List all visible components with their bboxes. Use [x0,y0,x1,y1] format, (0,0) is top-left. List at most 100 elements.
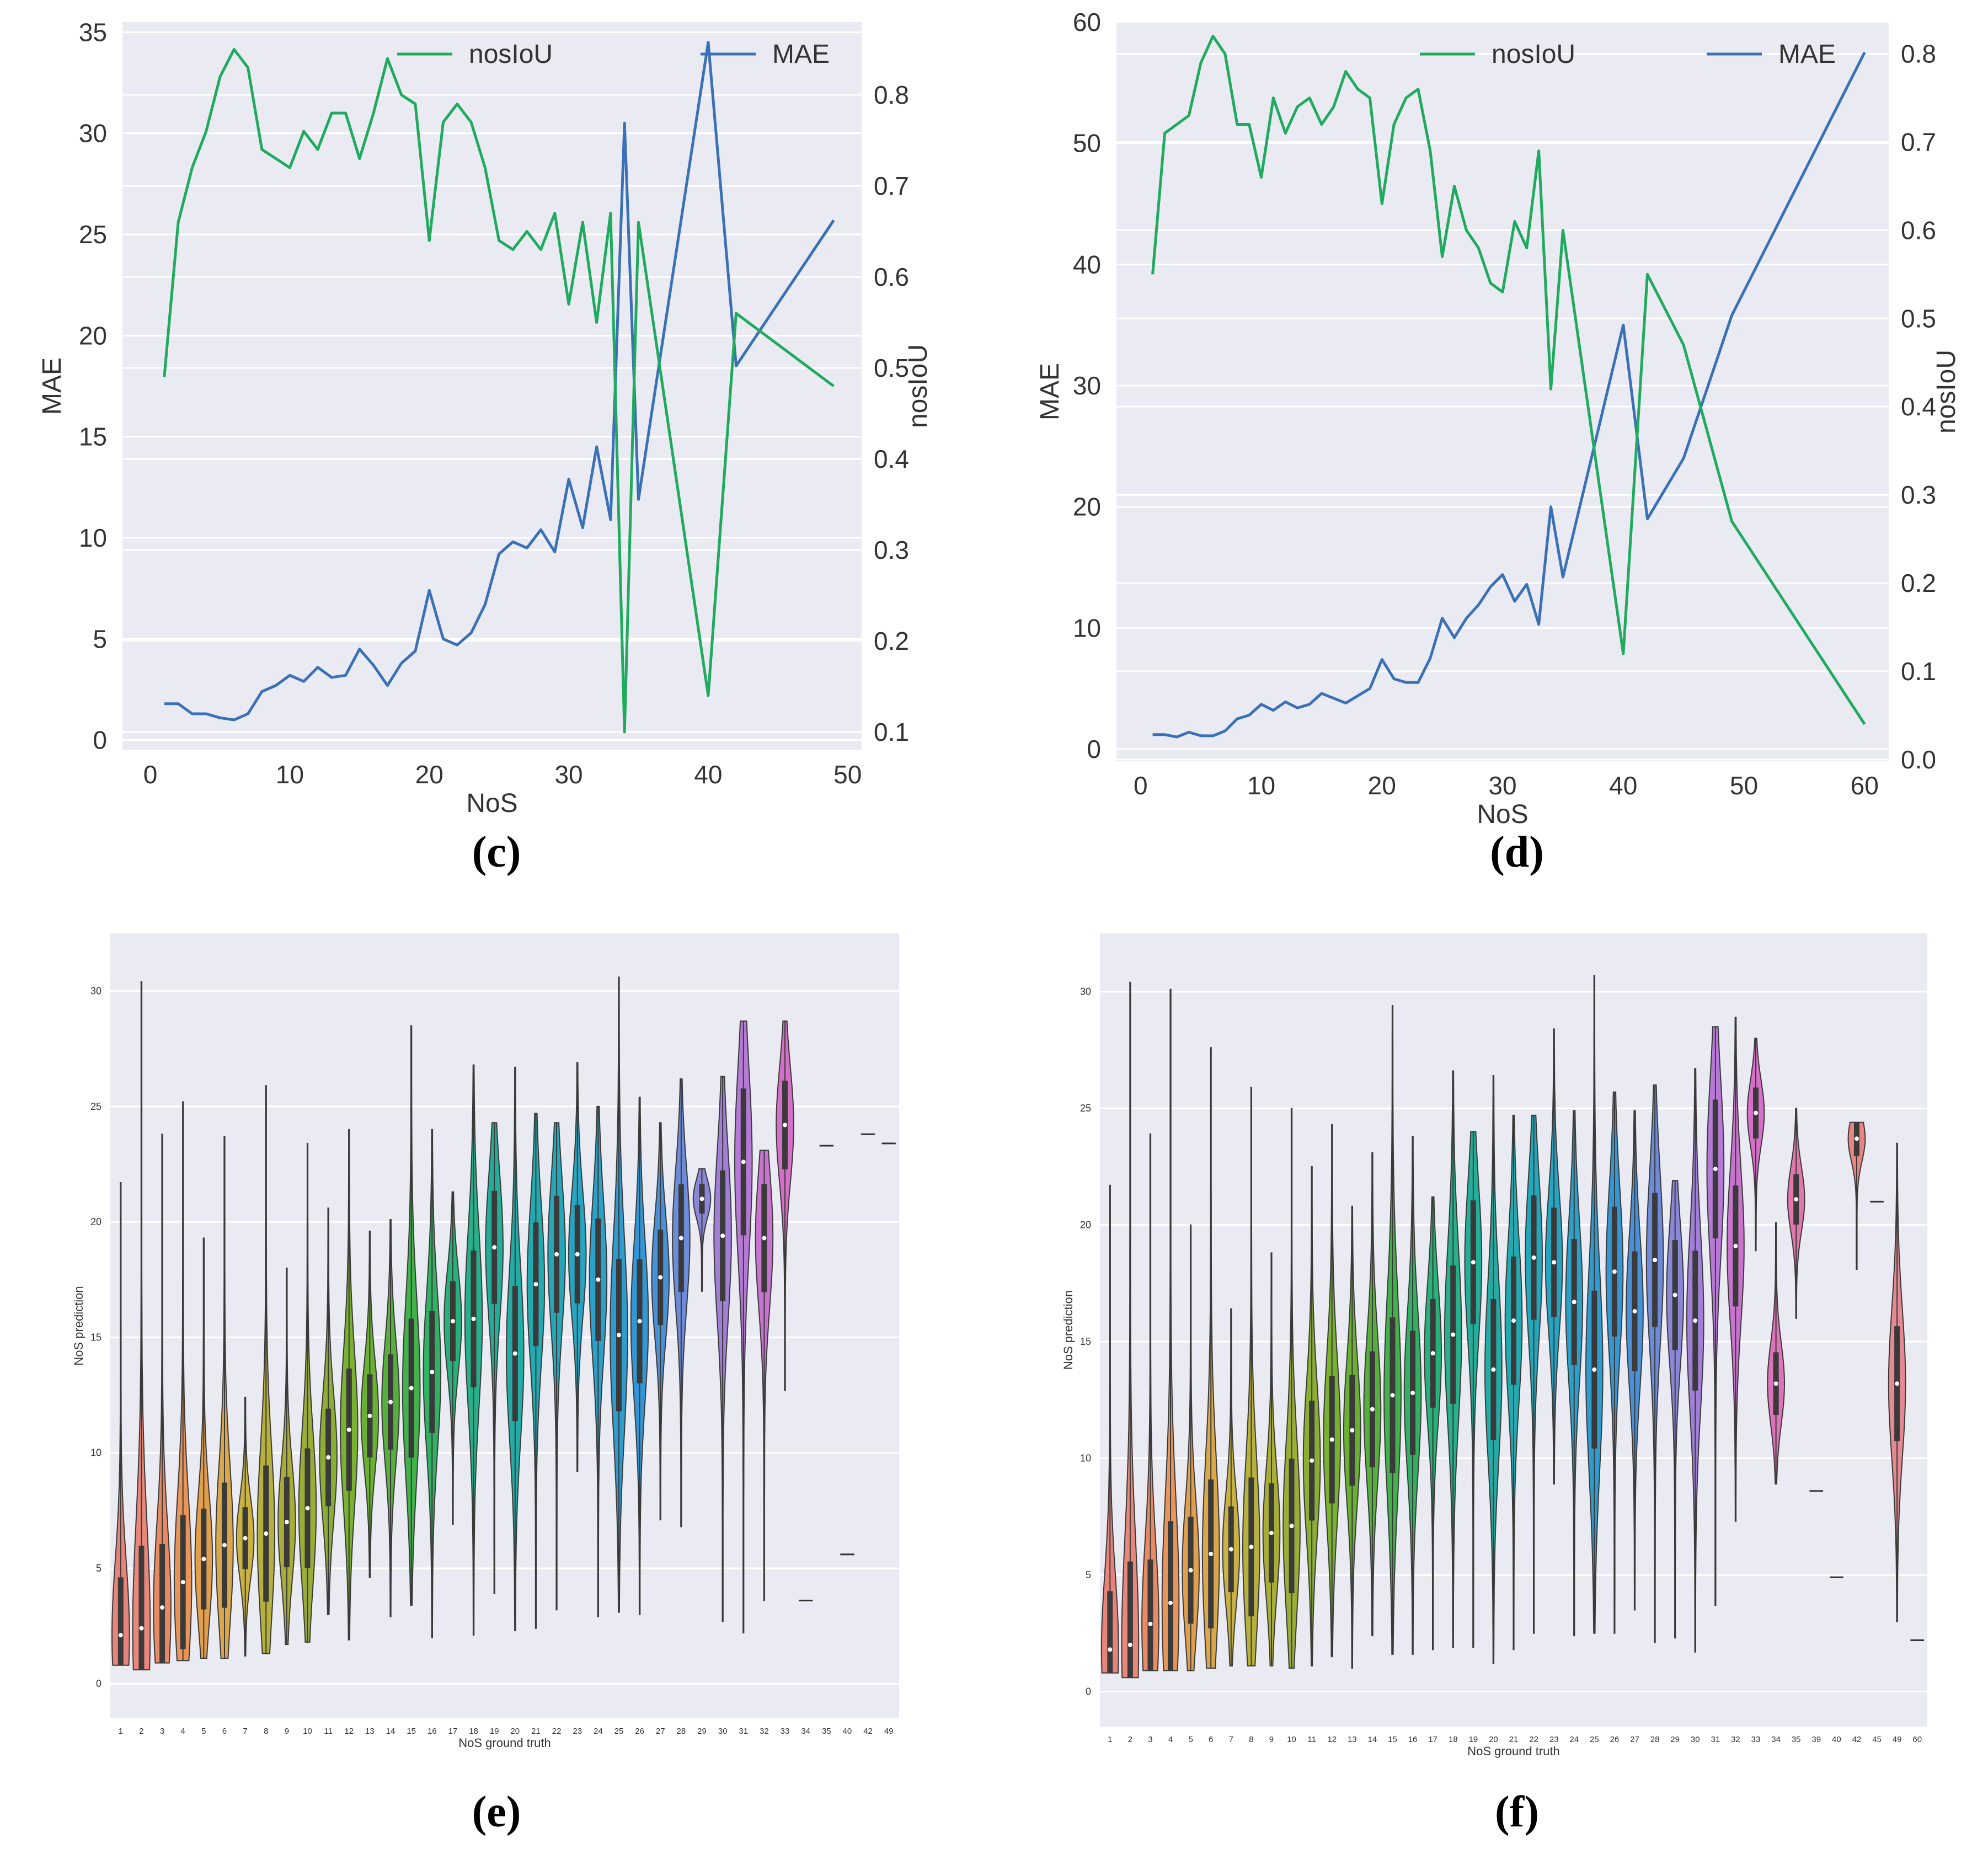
violin-12 [1323,1124,1342,1658]
y-axis-label-right: nosIoU [1932,350,1961,434]
xtick-label: 35 [1792,1735,1801,1744]
violin-16 [1403,1136,1422,1655]
violin-11 [1302,1166,1321,1666]
xtick-label: 16 [1408,1735,1418,1744]
violin-median-29 [1672,1292,1677,1297]
violin-14 [381,1219,400,1617]
xtick-label: 2 [1128,1735,1132,1744]
series-line-mae [164,41,835,722]
xtick-label: 22 [1529,1735,1538,1744]
xtick-label: 20 [1489,1735,1498,1744]
xtick-label: 20 [1368,771,1396,800]
xtick-label: 9 [285,1727,289,1736]
ytick-right-label: 0.7 [874,172,909,200]
xtick-label: 49 [884,1727,894,1736]
chart-c: 0 5 10 15 20 25 30 35 0.1 0.2 0.3 0.4 0.5 0.6 0.7 0.8 0 1… [0,0,938,827]
chart-c-svg: 0 5 10 15 20 25 30 35 0.1 0.2 0.3 0.4 0.5 0.6 0.7 0.8 0 1… [38,18,933,818]
xtick-label: 42 [1852,1735,1862,1744]
xtick-label: 23 [1549,1735,1559,1744]
violin-7 [1222,1308,1241,1666]
xtick-label: 13 [1348,1735,1357,1744]
violin-median-11 [1310,1458,1314,1463]
violin-median-5 [1188,1568,1193,1573]
ytick-label: 15 [1080,1336,1091,1347]
violin-median-18 [471,1316,476,1321]
ytick-label: 30 [1080,986,1091,997]
xtick-label: 30 [1691,1735,1700,1744]
ytick-left-label: 15 [79,423,107,451]
violin-23 [568,1062,587,1472]
violin-median-10 [1289,1524,1294,1529]
ytick-left-label: 40 [1073,250,1101,279]
ytick-label: 5 [96,1563,101,1574]
violin-42 [1847,1121,1866,1270]
violin-median-27 [658,1275,663,1280]
violin-32 [1727,1017,1745,1522]
ytick-right-label: 0.6 [1901,216,1936,244]
ytick-right-label: 0.2 [1901,569,1936,597]
ytick-right-label: 0.8 [874,81,909,109]
plot-area [1116,22,1889,761]
ytick-right-label: 0.5 [874,354,909,382]
violin-iqr-1 [1107,1591,1113,1673]
violin-15 [1383,1005,1402,1655]
violin-median-14 [1370,1407,1375,1412]
xtick-label: 11 [1307,1735,1316,1744]
xtick-label: 10 [276,760,304,789]
violin-median-12 [1329,1437,1334,1442]
ytick-label: 10 [1080,1453,1091,1464]
violin-25 [610,976,628,1613]
violin-26 [1605,1091,1624,1634]
xtick-label: 7 [1229,1735,1233,1744]
violin-median-7 [243,1536,248,1541]
violin-33 [1746,1038,1765,1252]
violin-median-14 [388,1399,393,1404]
ytick-right-label: 0.4 [874,445,909,473]
violin-median-22 [554,1252,559,1257]
violin-median-35 [1794,1197,1799,1202]
x-axis-label: NoS ground truth [1467,1744,1560,1758]
violin-median-6 [222,1543,227,1548]
y-axis-label-right: nosIoU [904,344,933,428]
violin-2 [1121,981,1140,1679]
ytick-left-label: 10 [79,523,107,552]
xtick-label: 29 [697,1727,707,1736]
xtick-label: 22 [552,1727,562,1736]
violin-median-31 [1713,1167,1718,1172]
violin-30 [713,1076,732,1622]
xtick-label: 9 [1269,1735,1274,1744]
xtick-label: 45 [1872,1735,1882,1744]
violin-median-28 [678,1236,683,1241]
xtick-label: 25 [614,1727,624,1736]
violin-median-29 [699,1196,704,1201]
violin-median-23 [1552,1260,1557,1265]
violin-median-42 [1854,1136,1859,1141]
xtick-label: 15 [407,1727,416,1736]
xtick-label: 10 [303,1727,312,1736]
violin-median-8 [1249,1545,1254,1550]
legend-label-nosiou: nosIoU [469,40,553,69]
ytick-left-label: 25 [79,220,107,249]
violin-6 [215,1136,234,1659]
ytick-left-label: 10 [1073,613,1101,642]
xtick-label: 5 [201,1727,206,1736]
xtick-label: 8 [264,1727,268,1736]
ytick-label: 0 [1086,1686,1091,1697]
xtick-label: 60 [1912,1735,1922,1744]
xtick-label: 60 [1851,771,1879,800]
violin-median-28 [1653,1258,1658,1263]
violin-28 [1645,1084,1664,1643]
violin-median-30 [1693,1318,1698,1323]
violin-median-11 [326,1455,331,1460]
violin-median-49 [1895,1381,1900,1386]
violin-11 [319,1208,338,1615]
xtick-label: 7 [243,1727,247,1736]
ytick-left-label: 30 [1073,371,1101,400]
x-axis-label: NoS [1477,800,1528,827]
violin-19 [485,1122,504,1594]
violin-18 [1444,1070,1462,1648]
violin-median-1 [1108,1647,1113,1652]
ytick-left-label: 0 [93,726,107,755]
violin-15 [402,1025,421,1606]
